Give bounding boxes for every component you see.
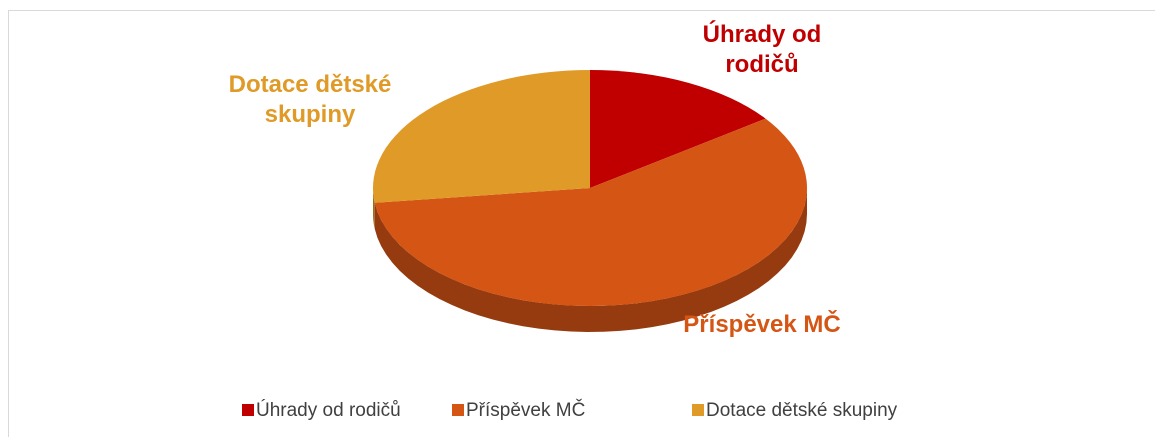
legend-swatch — [452, 404, 464, 416]
slice — [590, 70, 766, 188]
legend-label: Úhrady od rodičů — [256, 399, 401, 421]
data-label: Úhrady od rodičů — [703, 20, 822, 78]
slice-side — [373, 188, 375, 229]
legend-label: Příspěvek MČ — [466, 399, 585, 421]
slice — [374, 118, 807, 307]
legend-swatch — [242, 404, 254, 416]
slice-side — [374, 188, 807, 332]
chart-border — [8, 10, 1155, 437]
data-label: Dotace dětské skupiny — [229, 71, 392, 128]
legend-label: Dotace dětské skupiny — [706, 400, 898, 421]
data-label: Příspěvek MČ — [683, 310, 840, 338]
slice — [373, 70, 590, 203]
legend-swatch — [692, 404, 704, 416]
